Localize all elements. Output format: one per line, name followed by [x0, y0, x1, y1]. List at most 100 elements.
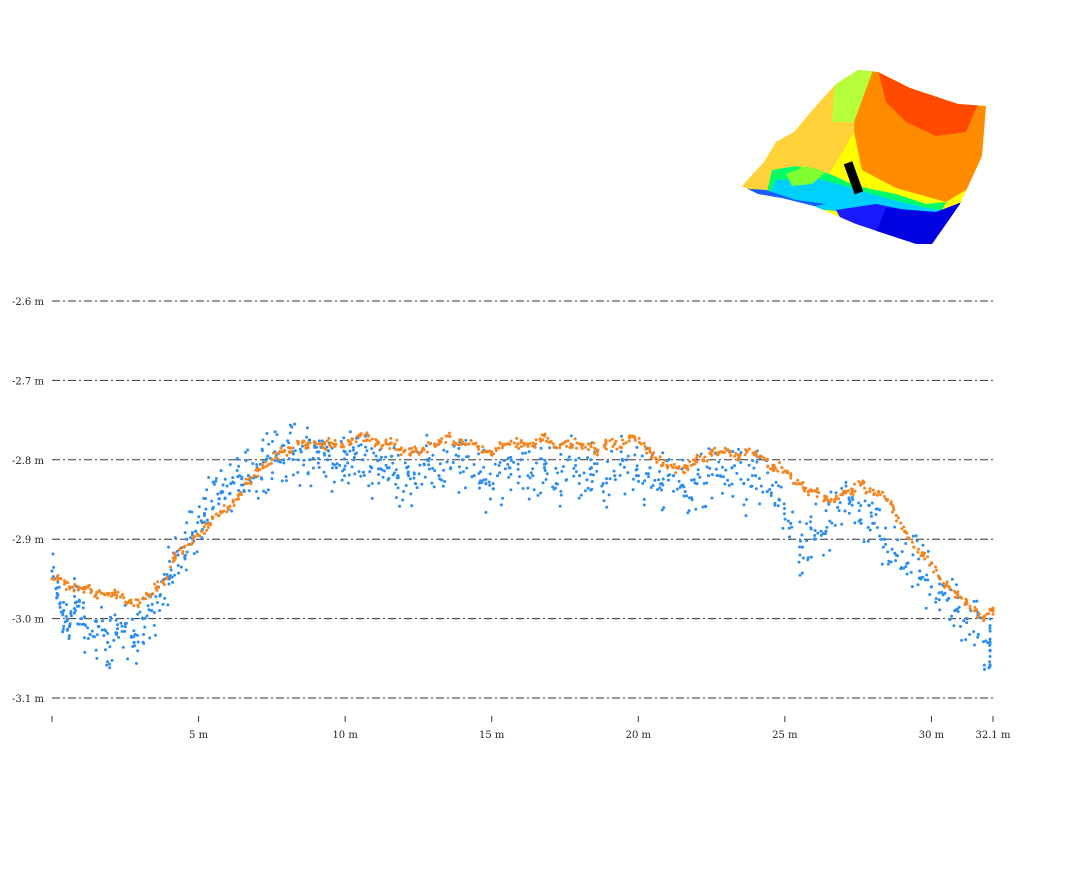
- data-point: [539, 457, 543, 461]
- data-point: [586, 448, 590, 452]
- data-point: [61, 613, 65, 617]
- data-point: [184, 568, 188, 572]
- data-point: [275, 452, 279, 456]
- data-point: [516, 467, 520, 471]
- data-point: [228, 463, 232, 467]
- data-point: [440, 437, 444, 441]
- data-point: [778, 498, 782, 502]
- data-point: [72, 589, 76, 593]
- data-point: [596, 448, 600, 452]
- data-point: [785, 470, 789, 474]
- data-point: [154, 595, 158, 599]
- data-point: [589, 466, 593, 470]
- data-point: [149, 595, 153, 599]
- data-point: [169, 568, 173, 572]
- data-point: [82, 590, 86, 594]
- data-point: [351, 446, 355, 450]
- data-point: [819, 529, 823, 533]
- data-point: [329, 445, 333, 449]
- data-point: [479, 470, 483, 474]
- data-point: [113, 613, 117, 617]
- data-point: [477, 445, 481, 449]
- data-point: [965, 617, 969, 621]
- data-point: [365, 431, 369, 435]
- data-point: [352, 455, 356, 459]
- y-axis-ticks: -2.6 m -2.7 m -2.8 m -2.9 m -3.0 m -3.1 m: [12, 297, 44, 705]
- data-point: [217, 497, 221, 501]
- data-point: [376, 459, 380, 463]
- data-point: [238, 491, 242, 495]
- data-point: [701, 505, 705, 509]
- data-point: [789, 476, 793, 480]
- data-point: [162, 572, 166, 576]
- data-point: [136, 640, 140, 644]
- data-point: [834, 491, 838, 495]
- data-point: [843, 509, 847, 513]
- data-point: [531, 467, 535, 471]
- data-point: [288, 423, 292, 427]
- data-point: [143, 616, 147, 620]
- data-point: [279, 446, 283, 450]
- data-point: [467, 442, 471, 446]
- data-point: [847, 497, 851, 502]
- data-point: [982, 617, 986, 621]
- data-point: [804, 486, 808, 490]
- data-point: [868, 487, 872, 491]
- data-point: [185, 521, 189, 525]
- data-point: [498, 442, 503, 446]
- data-point: [605, 505, 609, 509]
- data-point: [564, 478, 568, 482]
- data-point: [314, 442, 318, 446]
- data-point: [335, 462, 339, 466]
- data-point: [689, 463, 693, 467]
- data-point: [457, 454, 461, 458]
- data-point: [807, 493, 811, 497]
- data-point: [342, 457, 346, 461]
- data-point: [327, 454, 331, 458]
- data-point: [305, 435, 309, 439]
- data-point: [762, 458, 766, 462]
- data-point: [372, 451, 376, 455]
- data-point: [533, 445, 537, 449]
- data-point: [912, 545, 916, 549]
- data-point: [685, 467, 689, 471]
- data-point: [964, 638, 968, 642]
- data-point: [761, 490, 765, 494]
- data-point: [559, 452, 563, 456]
- data-point: [449, 466, 453, 470]
- data-point: [534, 442, 538, 446]
- data-point: [343, 474, 347, 478]
- data-point: [852, 482, 856, 486]
- data-point: [648, 447, 652, 451]
- data-point: [521, 451, 525, 455]
- data-point: [237, 489, 241, 493]
- data-point: [641, 481, 645, 485]
- data-point: [862, 540, 866, 544]
- data-point: [88, 632, 92, 637]
- data-point: [621, 459, 625, 463]
- data-point: [116, 627, 120, 631]
- data-point: [910, 585, 914, 589]
- data-point: [613, 478, 617, 482]
- data-point: [768, 488, 772, 492]
- data-point: [531, 441, 535, 445]
- data-point: [508, 442, 512, 446]
- data-point: [82, 636, 86, 640]
- data-point: [443, 480, 447, 484]
- data-point: [685, 494, 689, 498]
- data-point: [588, 442, 592, 446]
- data-point: [370, 447, 374, 451]
- data-point: [589, 473, 593, 477]
- data-point: [745, 449, 749, 453]
- data-point: [627, 435, 631, 439]
- data-point: [878, 534, 882, 538]
- data-point: [926, 578, 930, 582]
- data-point: [552, 487, 556, 491]
- data-point: [816, 531, 820, 535]
- data-point: [821, 532, 825, 536]
- data-point: [148, 636, 152, 640]
- data-point: [165, 575, 169, 579]
- data-point: [138, 601, 142, 605]
- data-point: [988, 629, 992, 633]
- data-point: [910, 540, 914, 544]
